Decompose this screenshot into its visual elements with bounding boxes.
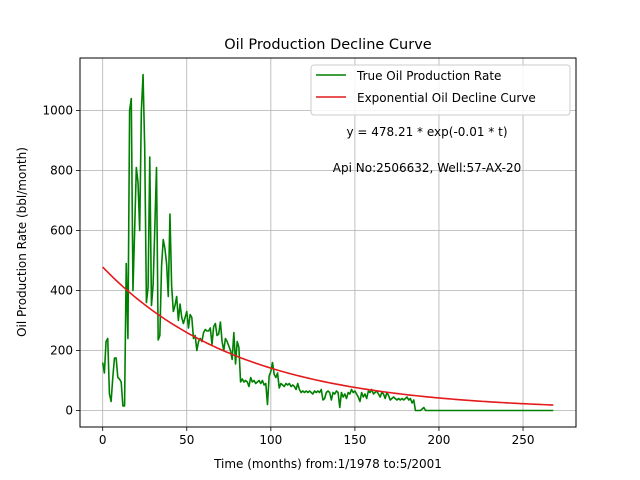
x-tick-label: 150 [343, 433, 366, 447]
legend-label-decline-curve: Exponential Oil Decline Curve [357, 91, 536, 105]
y-tick-label: 800 [50, 164, 73, 178]
series-line-true-rate [101, 73, 554, 412]
y-tick-label: 200 [50, 344, 73, 358]
x-tick-label: 100 [259, 433, 282, 447]
y-tick-label: 600 [50, 224, 73, 238]
well-annotation: Api No:2506632, Well:57-AX-20 [333, 161, 521, 175]
y-axis-label: Oil Production Rate (bbl/month) [15, 147, 29, 337]
x-tick-label: 200 [428, 433, 451, 447]
y-tick-label: 1000 [42, 104, 73, 118]
equation-annotation: y = 478.21 * exp(-0.01 * t) [346, 125, 507, 139]
legend-box [310, 64, 571, 116]
x-tick-label: 250 [512, 433, 535, 447]
legend-label-true-rate: True Oil Production Rate [356, 69, 501, 83]
y-axis-ticks: 0 200 400 600 800 1000 [42, 104, 80, 418]
x-axis-label: Time (months) from:1/1978 to:5/2001 [213, 457, 442, 471]
y-tick-label: 0 [65, 404, 73, 418]
grid [80, 58, 576, 427]
x-axis-ticks: 0 50 100 150 200 250 [99, 427, 535, 447]
series-layer [101, 73, 554, 412]
x-tick-label: 0 [99, 433, 107, 447]
series-line-decline-curve [102, 266, 554, 406]
y-tick-label: 400 [50, 284, 73, 298]
x-tick-label: 50 [179, 433, 194, 447]
legend: True Oil Production Rate Exponential Oil… [310, 64, 571, 116]
chart-title: Oil Production Decline Curve [224, 37, 432, 53]
plot-frame [79, 57, 577, 428]
